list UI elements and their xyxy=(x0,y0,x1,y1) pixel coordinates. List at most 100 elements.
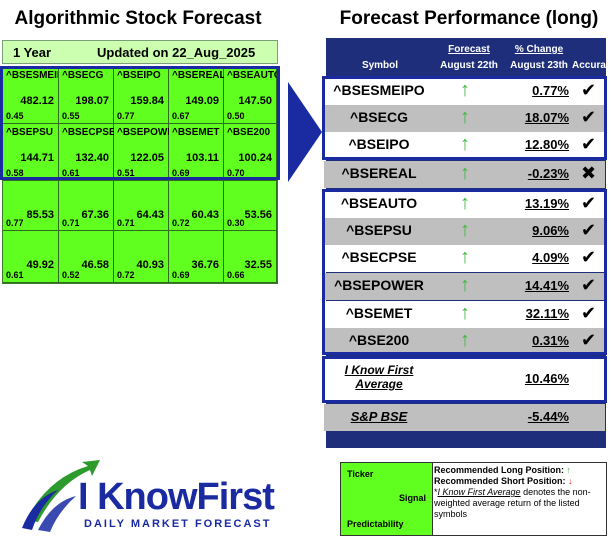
cell-symbol: ^BSEIPO xyxy=(117,70,161,81)
grid-cell: ^BSECG 198.07 0.55 xyxy=(59,67,114,124)
grid-highlight-box xyxy=(0,66,280,180)
long-arrow-icon: ↑ xyxy=(566,465,572,475)
period-label: 1 Year xyxy=(13,45,52,60)
cell-signal: 198.07 xyxy=(75,95,109,107)
up-arrow-icon: ↑ xyxy=(460,192,470,214)
grid-cell: 32.55 0.66 xyxy=(224,231,277,283)
legend-long: Recommended Long Position: ↑ xyxy=(434,465,572,475)
up-arrow-icon: ↑ xyxy=(460,219,470,241)
cell-symbol: ^BSECG xyxy=(62,70,104,81)
row-symbol: ^BSEMET xyxy=(345,305,413,321)
grid-cell: 46.58 0.52 xyxy=(59,231,114,283)
cell-signal: 53.56 xyxy=(244,209,272,221)
row-symbol: ^BSEIPO xyxy=(348,136,410,152)
cell-predictability: 0.72 xyxy=(172,218,190,228)
row-symbol: ^BSEPSU xyxy=(346,222,412,238)
cell-signal: 147.50 xyxy=(238,95,272,107)
row-symbol: ^BSESMEIPO xyxy=(333,82,425,98)
benchmark-change: -5.44% xyxy=(527,409,569,424)
legend-ticker: Ticker xyxy=(347,469,374,479)
up-arrow-icon: ↑ xyxy=(460,329,470,351)
cell-predictability: 0.77 xyxy=(6,218,24,228)
cell-signal: 132.40 xyxy=(75,152,109,164)
table-box-3 xyxy=(322,356,607,403)
cell-predictability: 0.50 xyxy=(227,111,245,121)
row-change: 0.77% xyxy=(532,83,569,98)
cell-predictability: 0.71 xyxy=(62,218,80,228)
average-row: I Know First Average 10.46% xyxy=(324,357,605,402)
table-row: ^BSEPSU ↑ 9.06% ✔ xyxy=(324,218,605,245)
cell-predictability: 0.71 xyxy=(117,218,135,228)
grid-cell: 60.43 0.72 xyxy=(169,181,224,231)
cell-predictability: 0.55 xyxy=(62,111,80,121)
legend: Ticker Signal Predictability Recommended… xyxy=(340,462,607,536)
row-symbol: ^BSEAUTO xyxy=(340,195,418,211)
grid-cell: ^BSE200 100.24 0.70 xyxy=(224,124,277,181)
row-change: 9.06% xyxy=(532,223,569,238)
col-header-change-date: August 23th xyxy=(510,60,568,71)
right-title: Forecast Performance (long) xyxy=(339,8,599,29)
row-change: 14.41% xyxy=(524,278,569,293)
table-row: ^BSEAUTO ↑ 13.19% ✔ xyxy=(324,191,605,218)
col-header-change: % Change xyxy=(514,44,564,55)
row-change: 0.31% xyxy=(532,333,569,348)
grid-cell: 49.92 0.61 xyxy=(3,231,59,283)
grid-cell: 36.76 0.69 xyxy=(169,231,224,283)
cell-signal: 482.12 xyxy=(20,95,54,107)
legend-short: Recommended Short Position: ↓ xyxy=(434,476,573,486)
cell-predictability: 0.58 xyxy=(6,168,24,178)
row-symbol: ^BSE200 xyxy=(348,332,410,348)
cell-predictability: 0.45 xyxy=(6,111,24,121)
grid-cell: ^BSEREAL 149.09 0.67 xyxy=(169,67,224,124)
cell-symbol: ^BSEPSU xyxy=(6,127,53,138)
table-box-2 xyxy=(322,189,607,355)
grid-cell: ^BSEPOWER 122.05 0.51 xyxy=(114,124,169,181)
up-arrow-icon: ↑ xyxy=(460,274,470,296)
cell-signal: 46.58 xyxy=(81,259,109,271)
check-icon: ✔ xyxy=(580,275,597,295)
row-symbol: ^BSECPSE xyxy=(341,249,417,265)
legend-cell-example: Ticker Signal Predictability xyxy=(341,463,433,535)
table-row: ^BSESMEIPO ↑ 0.77% ✔ xyxy=(324,78,605,105)
table-row: ^BSE200 ↑ 0.31% ✔ xyxy=(324,328,605,355)
short-arrow-icon: ↓ xyxy=(568,476,573,486)
cell-predictability: 0.66 xyxy=(227,270,245,280)
check-icon: ✔ xyxy=(580,134,597,154)
cell-predictability: 0.77 xyxy=(117,111,135,121)
table-row: ^BSECPSE ↑ 4.09% ✔ xyxy=(324,245,605,272)
cell-signal: 122.05 xyxy=(130,152,164,164)
cell-signal: 64.43 xyxy=(136,209,164,221)
table-box-1 xyxy=(322,76,607,160)
cell-signal: 36.76 xyxy=(191,259,219,271)
cell-signal: 103.11 xyxy=(185,152,219,164)
row-change: 18.07% xyxy=(524,110,569,125)
legend-average-note: *I Know First Average denotes the non-we… xyxy=(434,487,591,519)
benchmark-row: S&P BSE -5.44% xyxy=(324,404,605,431)
cell-predictability: 0.30 xyxy=(227,218,245,228)
average-change: 10.46% xyxy=(524,371,569,386)
check-icon: ✔ xyxy=(580,303,597,323)
benchmark-label: S&P BSE xyxy=(350,409,408,424)
forecast-grid: ^BSESMEIPO482.120.45^BSECG198.070.55^BSE… xyxy=(2,66,279,284)
left-title: Algorithmic Stock Forecast xyxy=(14,8,262,29)
cell-predictability: 0.51 xyxy=(117,168,135,178)
cell-predictability: 0.61 xyxy=(6,270,24,280)
logo-tagline: DAILY MARKET FORECAST xyxy=(84,518,272,530)
check-icon: ✔ xyxy=(580,107,597,127)
cell-signal: 60.43 xyxy=(191,209,219,221)
table-row: ^BSEREAL ↑ -0.23% ✖ xyxy=(324,161,605,188)
grid-cell: 85.53 0.77 xyxy=(3,181,59,231)
col-header-symbol: Symbol xyxy=(361,60,399,71)
legend-signal: Signal xyxy=(398,493,426,503)
grid-cell: ^BSEPSU 144.71 0.58 xyxy=(3,124,59,181)
cell-signal: 40.93 xyxy=(136,259,164,271)
arrow-right-icon xyxy=(288,82,322,182)
cell-symbol: ^BSEPOWER xyxy=(117,127,169,138)
row-symbol: ^BSECG xyxy=(350,109,408,125)
grid-cell: ^BSEIPO 159.84 0.77 xyxy=(114,67,169,124)
table-row: ^BSEPOWER ↑ 14.41% ✔ xyxy=(324,273,605,300)
cell-predictability: 0.67 xyxy=(172,111,190,121)
grid-cell: 53.56 0.30 xyxy=(224,181,277,231)
grid-cell: ^BSEMET 103.11 0.69 xyxy=(169,124,224,181)
updated-label: Updated on 22_Aug_2025 xyxy=(97,45,256,60)
